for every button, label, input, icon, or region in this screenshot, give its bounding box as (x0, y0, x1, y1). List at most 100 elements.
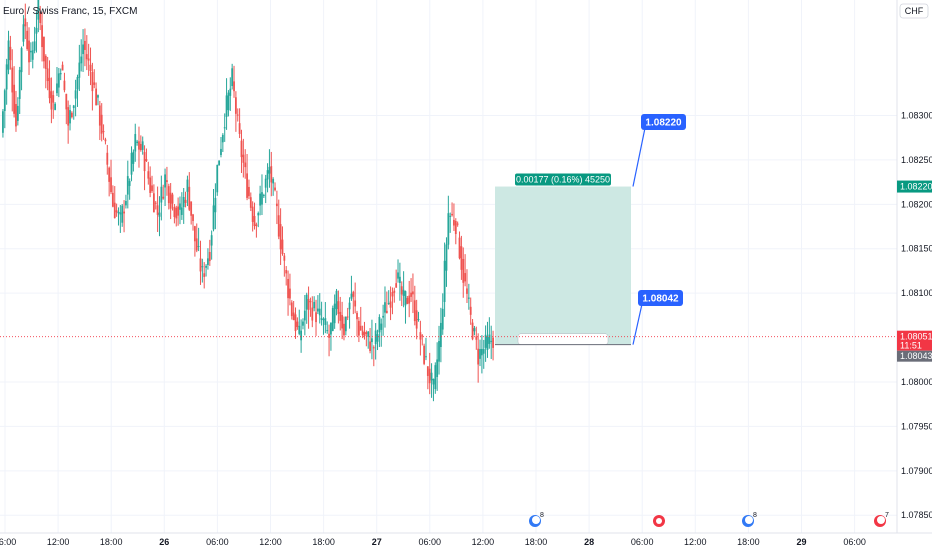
candle-body (98, 105, 101, 126)
candle-body (412, 291, 414, 295)
candle-body (234, 97, 237, 114)
candle-body (333, 303, 336, 324)
candle-body (352, 291, 355, 297)
candle-body (192, 214, 194, 221)
candle-body (169, 192, 172, 209)
candle-body (119, 212, 122, 215)
candle-body (197, 246, 200, 248)
candle-body (61, 64, 64, 71)
candle-body (380, 323, 383, 330)
long-position-tool[interactable]: 0.00177 (0.16%) 45250 (495, 173, 631, 346)
candle-body (221, 134, 224, 143)
candle-body (67, 107, 70, 126)
event-marker[interactable]: 8 (742, 512, 757, 527)
candle-body (227, 92, 230, 111)
candle-body (453, 219, 455, 226)
bar-countdown-text: 11:51 (900, 341, 922, 351)
price-tick-label: 1.07950 (901, 421, 932, 431)
candle-body (147, 171, 150, 179)
candle-body (376, 334, 379, 342)
candle-body (430, 372, 433, 381)
time-tick-label: 06:00 (631, 537, 654, 547)
candle-body (20, 48, 23, 73)
event-marker[interactable]: 7 (874, 512, 889, 527)
candle-body (426, 366, 429, 376)
candle-body (208, 251, 211, 262)
candle-body (203, 273, 206, 277)
candle-body (445, 244, 448, 271)
candle-body (365, 332, 368, 334)
candle-body (266, 170, 269, 180)
candle-body (285, 270, 288, 274)
candle-body (115, 210, 118, 213)
candle-body (128, 181, 131, 186)
time-tick-label: 06:00 (843, 537, 866, 547)
candle-body (296, 321, 299, 327)
candle-body (456, 223, 459, 225)
candle-body (31, 50, 34, 60)
candle-body (331, 307, 334, 331)
candle-body (324, 318, 327, 325)
candle-body (26, 30, 29, 50)
candle-body (415, 310, 418, 329)
candle-body (400, 286, 403, 295)
currency-label: CHF (905, 6, 924, 16)
candle-body (279, 224, 282, 250)
event-marker[interactable]: 8 (529, 512, 544, 527)
candle-body (210, 235, 213, 246)
candle-body (432, 378, 435, 385)
candle-body (292, 312, 295, 321)
event-marker[interactable] (653, 515, 665, 527)
candle-body (212, 205, 215, 230)
candle-body (57, 73, 60, 88)
entry-callout-label: 1.08042 (642, 294, 679, 305)
pending-price-tag-text: 1.08043 (900, 351, 932, 361)
candle-body (402, 289, 405, 296)
candle-body (479, 349, 481, 359)
candle-body (307, 298, 310, 310)
time-tick-label: 12:00 (47, 537, 70, 547)
long-position-profit-zone[interactable] (495, 186, 631, 345)
candle-body (29, 50, 32, 53)
candle-body (458, 237, 461, 259)
candle-body (330, 322, 332, 335)
candle-body (480, 348, 483, 356)
price-tick-label: 1.08250 (901, 155, 932, 165)
entry-callout-pointer (632, 303, 643, 345)
candle-body (337, 301, 340, 314)
candle-body (80, 56, 83, 64)
candle-body (9, 46, 12, 61)
price-tick-label: 1.08100 (901, 288, 932, 298)
candle-body (350, 293, 353, 299)
target-callout-label: 1.08220 (645, 118, 682, 129)
candle-body (389, 301, 392, 308)
candle-body (492, 337, 494, 348)
candle-body (246, 173, 248, 198)
candle-body (434, 365, 437, 390)
entry-price-callout[interactable]: 1.08042 (632, 290, 683, 345)
candle-body (384, 302, 386, 313)
candle-body (108, 167, 111, 182)
candle-body (231, 68, 234, 87)
event-count: 7 (885, 512, 889, 519)
candle-body (207, 258, 209, 265)
candle-body (113, 202, 116, 219)
candle-body (151, 185, 153, 192)
events-row[interactable]: 8 8 7 (529, 512, 889, 527)
candle-body (121, 205, 124, 223)
candle-body (13, 84, 16, 114)
time-tick-label: 18:00 (525, 537, 548, 547)
candle-body (454, 220, 457, 235)
candle-body (177, 206, 180, 216)
candle-body (37, 0, 40, 20)
symbol-legend[interactable]: Euro / Swiss Franc, 15, FXCM (3, 6, 137, 17)
candle-body (166, 180, 168, 182)
candle-body (180, 207, 183, 215)
candle-body (24, 18, 27, 27)
candle-body (311, 307, 314, 321)
candle-body (111, 192, 114, 207)
currency-badge[interactable]: CHF (899, 3, 929, 19)
target-price-callout[interactable]: 1.08220 (632, 114, 686, 187)
candle-body (462, 258, 465, 283)
